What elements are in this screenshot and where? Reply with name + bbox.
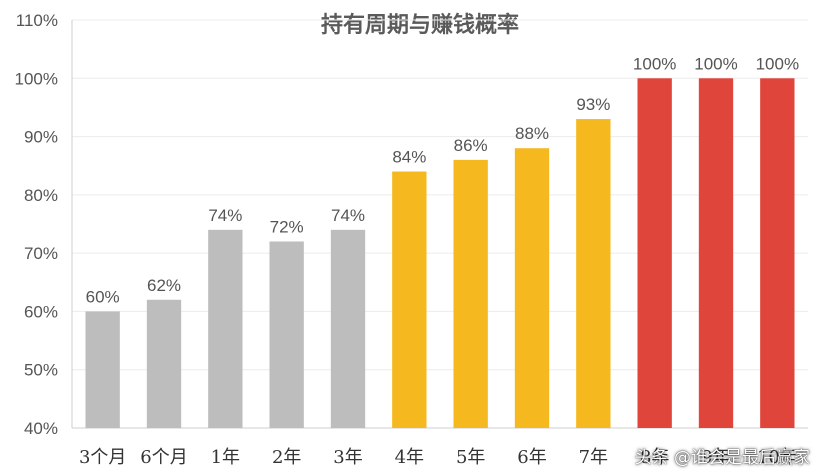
- bar: [576, 119, 611, 428]
- x-tick-label: 5年: [456, 447, 485, 468]
- data-label: 100%: [694, 54, 737, 73]
- watermark: 头条 @谁会是最后赢家: [634, 448, 810, 468]
- x-tick-label: 9年: [701, 447, 730, 468]
- bar: [637, 78, 672, 429]
- data-label: 93%: [576, 95, 610, 114]
- bar: [330, 229, 366, 428]
- x-tick-label: 3个月: [79, 447, 126, 468]
- data-label: 60%: [86, 287, 120, 306]
- bars: [85, 78, 795, 429]
- x-tick-label: 3年: [333, 447, 362, 468]
- bar: [698, 78, 734, 429]
- y-tick-label: 50%: [24, 361, 58, 380]
- data-label: 100%: [633, 54, 676, 73]
- data-label: 84%: [392, 148, 426, 167]
- x-tick-label: 4年: [395, 447, 424, 468]
- x-tick-label: 6个月: [140, 447, 187, 468]
- y-axis-ticks: 40% 50% 60% 70% 80% 90% 100% 110%: [15, 11, 58, 438]
- bar: [392, 171, 427, 429]
- bar: [146, 299, 182, 428]
- bar: [760, 78, 795, 429]
- y-tick-label: 90%: [24, 128, 58, 147]
- y-tick-label: 60%: [24, 302, 58, 321]
- y-tick-label: 80%: [24, 186, 58, 205]
- grid-lines: [71, 19, 808, 429]
- y-tick-label: 70%: [24, 244, 58, 263]
- data-label: 88%: [515, 124, 549, 143]
- bar: [85, 311, 120, 428]
- x-tick-label: 7年: [579, 447, 608, 468]
- data-label: 74%: [208, 206, 242, 225]
- data-labels: 60% 62% 74% 72% 74% 84% 86% 88% 93% 100% 100% 100%: [86, 54, 799, 306]
- bar: [208, 229, 243, 428]
- bar: [514, 148, 550, 428]
- x-tick-label: 6年: [517, 447, 546, 468]
- data-label: 62%: [147, 276, 181, 295]
- data-label: 86%: [454, 136, 488, 155]
- x-tick-label: 2年: [272, 447, 301, 468]
- bar: [453, 159, 488, 428]
- data-label: 72%: [270, 217, 304, 236]
- y-tick-label: 100%: [15, 69, 58, 88]
- x-axis-ticks: 3个月 6个月 1年 2年 3年 4年 5年 6年 7年 8年 9年 10年: [79, 447, 798, 468]
- y-tick-label: 40%: [24, 419, 58, 438]
- x-tick-label: 1年: [211, 447, 240, 468]
- data-label: 74%: [331, 206, 365, 225]
- x-tick-label: 8年: [640, 447, 669, 468]
- bar: [269, 241, 304, 428]
- y-tick-label: 110%: [16, 11, 58, 30]
- data-label: 100%: [756, 54, 799, 73]
- chart-title: 持有周期与赚钱概率: [321, 12, 519, 38]
- x-tick-label: 10年: [757, 447, 798, 468]
